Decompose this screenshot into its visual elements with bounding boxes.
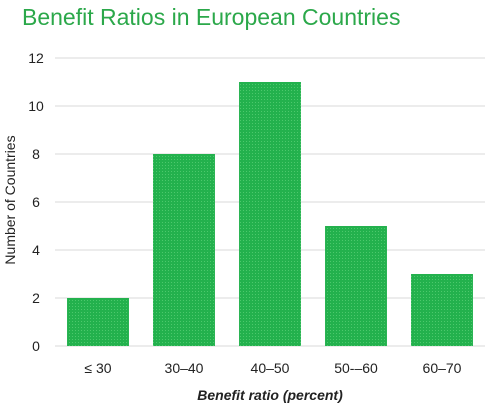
bar bbox=[411, 274, 473, 346]
bar bbox=[325, 226, 387, 346]
y-axis-title: Number of Countries bbox=[2, 135, 18, 264]
x-tick-label: 50-–60 bbox=[334, 360, 378, 376]
chart-title: Benefit Ratios in European Countries bbox=[22, 4, 401, 30]
bar bbox=[153, 154, 215, 346]
bar bbox=[239, 82, 301, 346]
y-tick-label: 4 bbox=[32, 242, 40, 258]
y-tick-label: 8 bbox=[32, 146, 40, 162]
y-tick-label: 10 bbox=[28, 98, 44, 114]
x-axis-ticks: ≤ 30 30–40 40–50 50-–60 60–70 bbox=[84, 360, 461, 376]
y-tick-label: 2 bbox=[32, 290, 40, 306]
bars bbox=[67, 82, 473, 346]
y-tick-label: 0 bbox=[32, 338, 40, 354]
x-tick-label: ≤ 30 bbox=[84, 360, 111, 376]
y-axis-ticks: 0 2 4 6 8 10 12 bbox=[28, 50, 44, 354]
bar bbox=[67, 298, 129, 346]
x-tick-label: 30–40 bbox=[165, 360, 204, 376]
y-tick-label: 12 bbox=[28, 50, 44, 66]
y-tick-label: 6 bbox=[32, 194, 40, 210]
x-tick-label: 60–70 bbox=[423, 360, 462, 376]
x-tick-label: 40–50 bbox=[251, 360, 290, 376]
x-axis-title: Benefit ratio (percent) bbox=[197, 387, 343, 403]
